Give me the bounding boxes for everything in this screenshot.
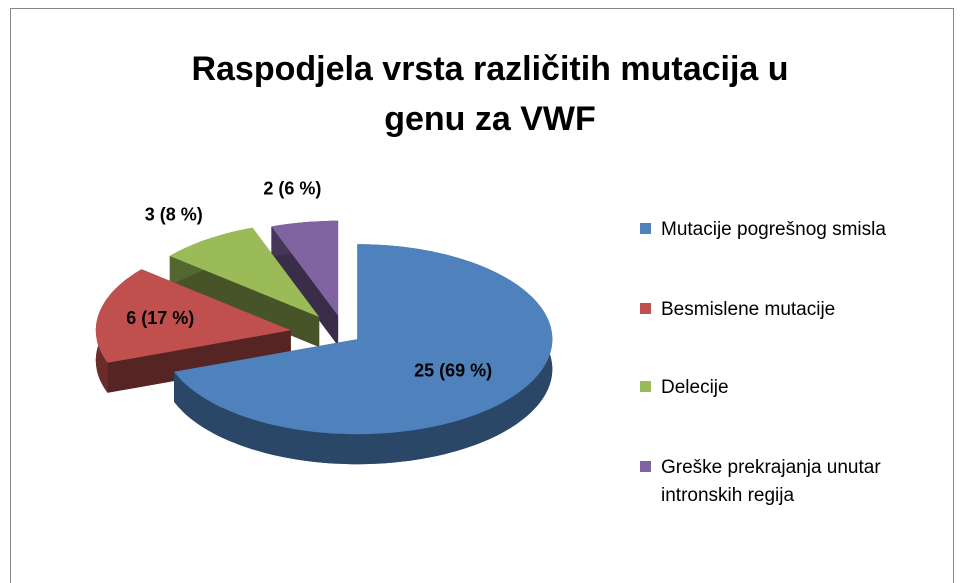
legend-swatch	[640, 381, 651, 392]
slice-wall	[271, 226, 339, 346]
legend-label: Delecije	[661, 377, 729, 398]
slice	[174, 244, 553, 435]
data-label: 25 (69 %)	[414, 361, 492, 381]
legend-entry: Greške prekrajanja unutar intronskih reg…	[640, 454, 920, 510]
legend-swatch	[640, 223, 651, 234]
legend-entry: Delecije	[640, 374, 920, 402]
legend-label: Besmislene mutacije	[661, 299, 836, 320]
legend-swatch	[640, 303, 651, 314]
slice	[271, 220, 339, 316]
data-label: 2 (6 %)	[263, 178, 321, 198]
legend-label: Mutacije pogrešnog smisla	[661, 219, 886, 240]
chart-title: Raspodjela vrsta različitih mutacija u g…	[191, 50, 789, 138]
slice	[95, 269, 291, 363]
slice	[169, 227, 320, 317]
legend-label: Greške prekrajanja unutar intronskih reg…	[661, 457, 881, 506]
slice-wall	[169, 256, 320, 347]
data-label: 3 (8 %)	[145, 205, 203, 225]
slice-wall	[107, 330, 291, 393]
legend-swatch	[640, 461, 651, 472]
data-label: 6 (17 %)	[126, 308, 194, 328]
legend-entry: Mutacije pogrešnog smisla	[640, 216, 920, 244]
legend-entry: Besmislene mutacije	[640, 296, 920, 324]
